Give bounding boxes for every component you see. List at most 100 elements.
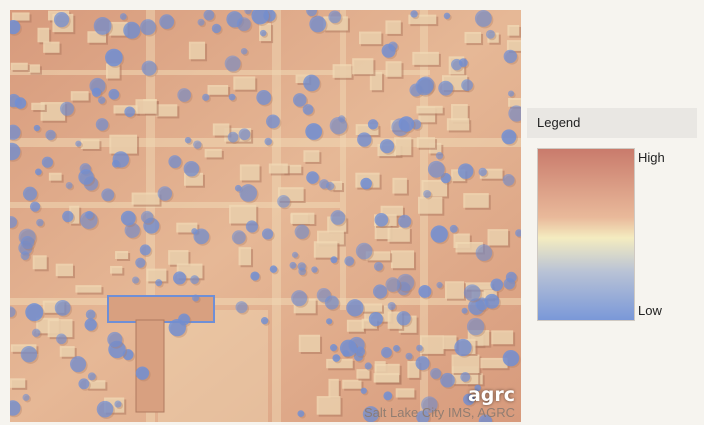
house xyxy=(295,74,310,84)
house xyxy=(326,358,353,369)
tree-canopy xyxy=(85,210,94,220)
tree-canopy xyxy=(159,14,175,30)
tree-canopy xyxy=(245,220,258,233)
tree-canopy xyxy=(291,290,308,307)
house xyxy=(233,76,256,90)
house xyxy=(109,21,128,36)
tree-canopy xyxy=(25,303,44,322)
house xyxy=(451,104,468,122)
tree-canopy xyxy=(124,222,140,238)
tree-canopy xyxy=(486,29,495,39)
tree-canopy xyxy=(184,136,192,144)
tree-canopy xyxy=(193,140,202,149)
tree-canopy xyxy=(75,140,82,147)
tree-canopy xyxy=(21,235,35,250)
house xyxy=(10,378,26,388)
house xyxy=(352,58,374,75)
tree-canopy xyxy=(463,393,475,406)
tree-canopy xyxy=(501,129,517,145)
tree-canopy xyxy=(269,265,278,273)
tree-canopy xyxy=(231,230,246,245)
tree-canopy xyxy=(155,279,163,287)
tree-canopy xyxy=(398,214,412,228)
tree-canopy xyxy=(503,49,518,64)
house xyxy=(37,27,50,43)
tree-canopy xyxy=(332,354,341,362)
house xyxy=(106,63,120,79)
tree-canopy xyxy=(10,124,21,140)
tree-canopy xyxy=(339,339,357,357)
house xyxy=(316,396,341,415)
tree-canopy xyxy=(260,317,269,325)
tree-canopy xyxy=(306,171,319,184)
house xyxy=(390,250,415,269)
tree-canopy xyxy=(294,224,310,239)
tree-canopy xyxy=(157,186,173,201)
house xyxy=(86,380,106,389)
house xyxy=(442,335,457,350)
house xyxy=(419,335,444,354)
tree-canopy xyxy=(239,184,258,202)
legend-title: Legend xyxy=(527,108,697,138)
tree-canopy xyxy=(168,155,182,169)
tree-canopy xyxy=(306,10,317,17)
street xyxy=(272,10,281,422)
house xyxy=(59,346,75,357)
house xyxy=(313,241,338,258)
house xyxy=(55,263,73,277)
street xyxy=(340,10,346,310)
tree-canopy xyxy=(14,97,27,109)
tree-canopy xyxy=(478,414,493,422)
house xyxy=(204,148,222,158)
house xyxy=(80,139,100,149)
house xyxy=(155,104,178,117)
tree-canopy xyxy=(192,294,200,302)
house xyxy=(207,85,229,95)
house xyxy=(290,212,315,225)
tree-canopy xyxy=(10,142,21,161)
tree-canopy xyxy=(236,17,251,32)
tree-canopy xyxy=(368,312,383,327)
house xyxy=(464,31,482,44)
house xyxy=(70,91,89,101)
tree-canopy xyxy=(240,47,248,55)
tree-canopy xyxy=(458,58,468,68)
tree-canopy xyxy=(244,10,252,15)
tree-canopy xyxy=(360,177,372,190)
tree-canopy xyxy=(78,378,90,390)
tree-canopy xyxy=(22,186,38,201)
tree-canopy xyxy=(41,156,54,168)
house xyxy=(75,285,102,293)
tree-canopy xyxy=(421,396,438,413)
tree-canopy xyxy=(405,352,413,360)
house xyxy=(176,222,198,233)
tree-canopy xyxy=(84,318,97,331)
tree-canopy xyxy=(475,244,493,262)
tree-canopy xyxy=(329,116,348,135)
tree-canopy xyxy=(53,12,70,28)
tree-canopy xyxy=(415,356,430,371)
house xyxy=(451,169,466,182)
house xyxy=(332,64,352,78)
house xyxy=(298,334,321,353)
house xyxy=(361,318,378,329)
tree-canopy xyxy=(114,400,122,408)
tree-canopy xyxy=(330,210,346,225)
tree-canopy xyxy=(197,18,205,26)
house xyxy=(480,357,508,369)
street xyxy=(10,70,430,75)
tree-canopy xyxy=(291,251,299,258)
tree-canopy xyxy=(120,210,136,226)
hillshade-map[interactable]: agrc Salt Lake City IMS, AGRC xyxy=(10,10,521,422)
tree-canopy xyxy=(374,212,389,227)
tree-canopy xyxy=(256,90,272,105)
tree-canopy xyxy=(139,244,151,256)
tree-canopy xyxy=(393,344,400,352)
house xyxy=(268,163,288,174)
house xyxy=(331,181,343,191)
tree-canopy xyxy=(381,43,396,58)
tree-canopy xyxy=(123,21,141,39)
house xyxy=(369,71,383,91)
tree-canopy xyxy=(135,257,146,268)
house xyxy=(48,172,62,181)
